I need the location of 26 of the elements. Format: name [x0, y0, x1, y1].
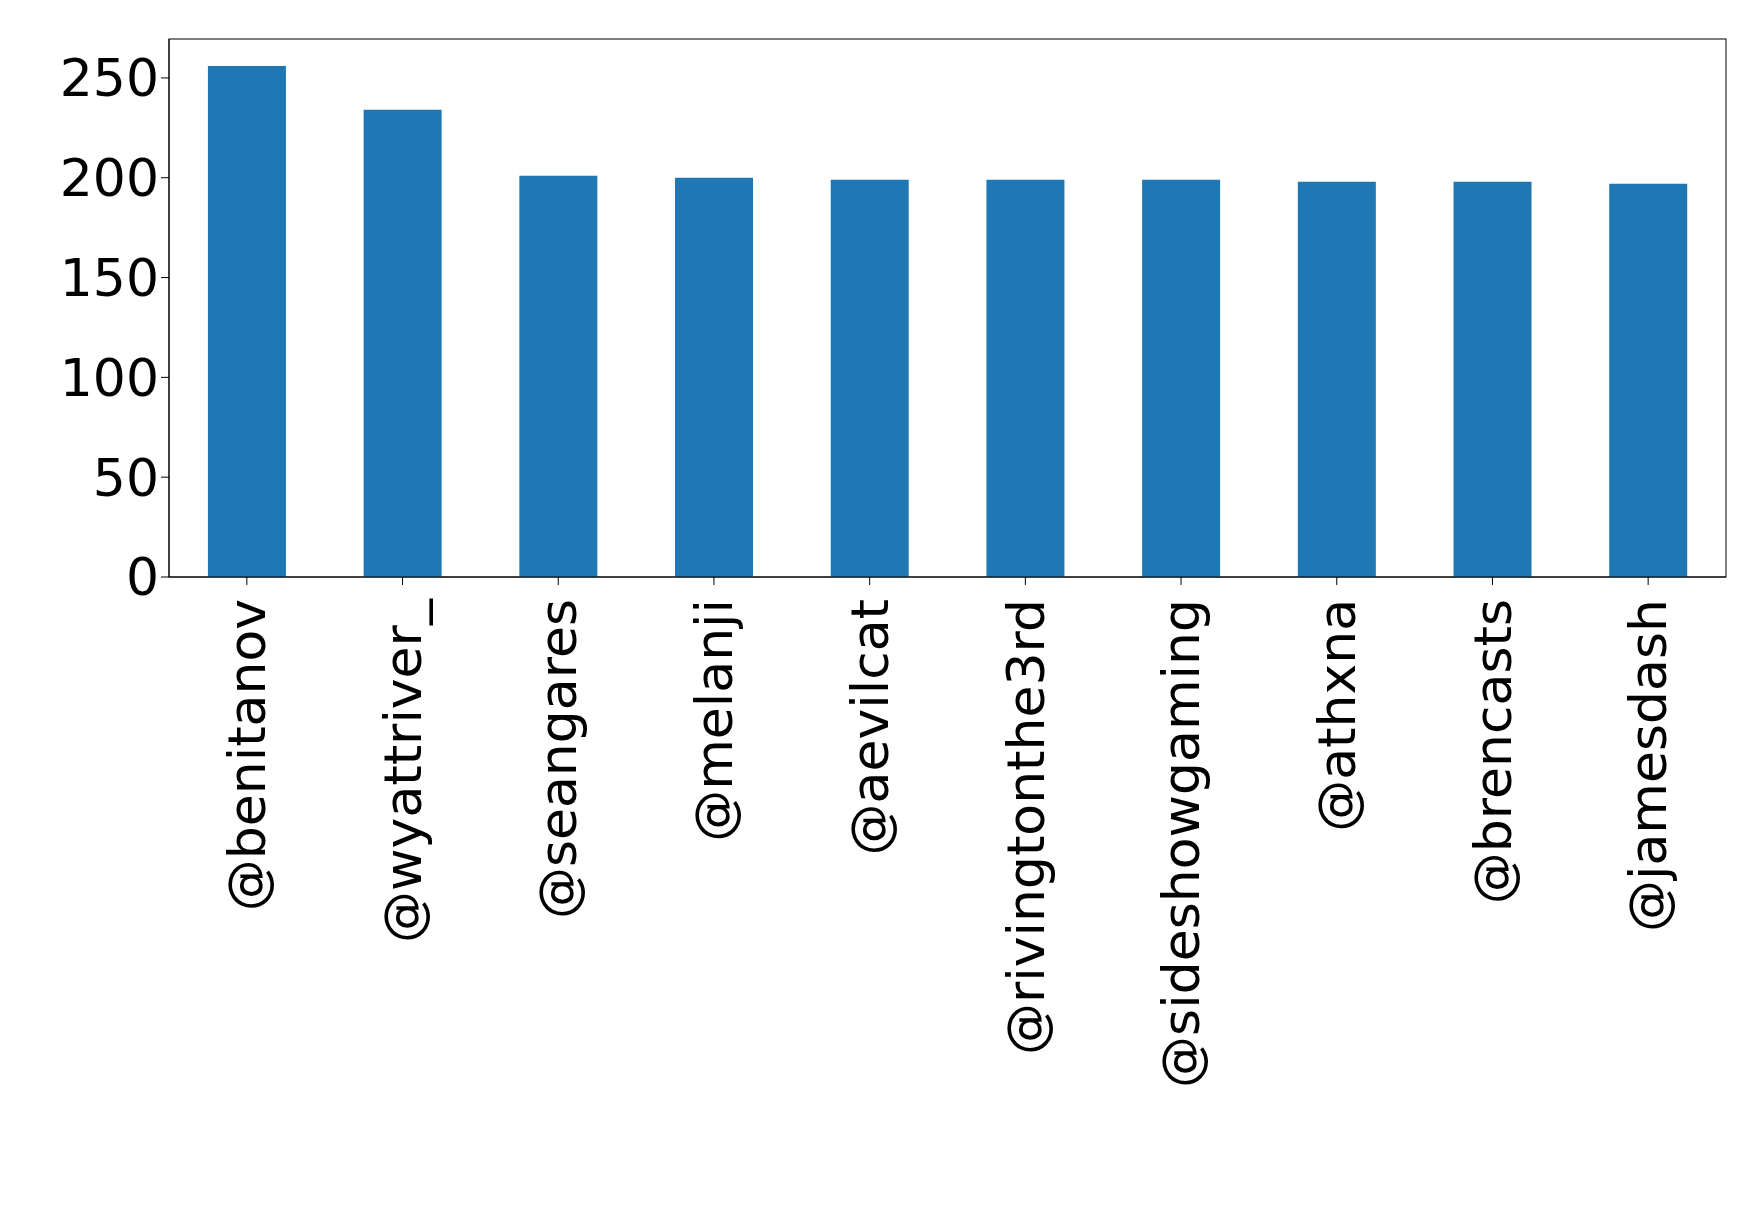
x-tick-label: @benitanov [217, 599, 278, 912]
bar [1297, 181, 1376, 577]
x-tick-label: @aevilcat [839, 599, 900, 856]
bar [675, 177, 754, 577]
bar [1453, 181, 1532, 577]
bar [1609, 183, 1688, 577]
y-tick-label: 250 [59, 48, 159, 109]
bar [986, 179, 1065, 577]
x-tick-label: @wyattriver_ [372, 598, 433, 943]
y-tick-label: 200 [59, 148, 159, 209]
bar [830, 179, 909, 577]
x-tick-label: @seangares [528, 599, 589, 920]
bar [1142, 179, 1221, 577]
bar [363, 109, 442, 577]
y-tick-label: 50 [92, 447, 159, 508]
x-tick-label: @brencasts [1462, 599, 1523, 905]
y-tick-label: 0 [125, 547, 159, 608]
x-tick-label: @sideshowgaming [1151, 599, 1212, 1088]
y-tick-label: 100 [59, 347, 159, 408]
x-tick-label: @melanji [684, 599, 745, 842]
x-tick-label: @rivingtonthe3rd [995, 599, 1056, 1056]
bar [519, 175, 598, 577]
y-tick-label: 150 [59, 248, 159, 309]
bar [207, 65, 286, 577]
x-tick-label: @athxna [1306, 599, 1367, 832]
x-tick-label: @jamesdash [1618, 599, 1679, 932]
